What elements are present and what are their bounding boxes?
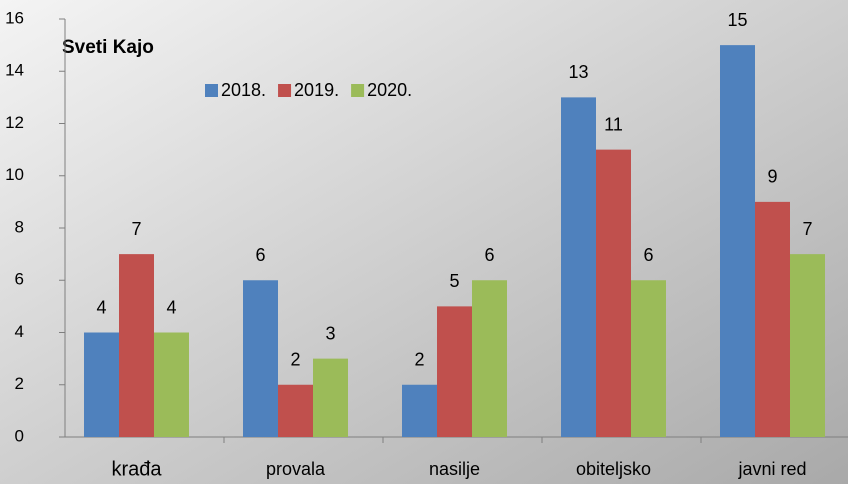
value-label: 6 <box>255 245 265 265</box>
y-tick-label: 10 <box>5 165 24 184</box>
y-tick-label: 12 <box>5 113 24 132</box>
legend-swatch <box>351 84 365 97</box>
value-label: 13 <box>568 62 588 82</box>
y-tick-label: 2 <box>15 374 24 393</box>
x-tick-label: provala <box>266 459 326 479</box>
bar <box>437 306 472 437</box>
value-label: 9 <box>767 167 777 187</box>
bar <box>119 254 154 437</box>
bar <box>154 332 189 437</box>
value-label: 6 <box>484 245 494 265</box>
legend-swatch <box>205 84 218 97</box>
value-label: 15 <box>727 10 747 30</box>
value-label: 6 <box>643 245 653 265</box>
bar <box>755 201 790 437</box>
chart-title: Sveti Kajo <box>62 37 154 58</box>
legend-label: 2020. <box>367 80 412 100</box>
legend-label: 2019. <box>294 80 339 100</box>
bar <box>631 280 666 437</box>
y-tick-label: 4 <box>15 322 24 341</box>
y-tick-label: 14 <box>5 61 24 80</box>
value-label: 2 <box>414 350 424 370</box>
value-label: 7 <box>131 219 141 239</box>
value-label: 4 <box>96 297 106 317</box>
y-tick-label: 6 <box>15 270 24 289</box>
y-tick-label: 8 <box>15 217 24 236</box>
bar <box>720 45 755 437</box>
x-tick-label: krađa <box>111 458 162 480</box>
bar <box>790 254 825 437</box>
value-label: 5 <box>449 271 459 291</box>
legend-swatch <box>278 84 292 97</box>
y-tick-label: 0 <box>15 426 24 445</box>
bar <box>472 280 507 437</box>
bar <box>402 384 437 437</box>
bar <box>561 97 596 437</box>
x-tick-label: javni red <box>737 459 806 479</box>
bar <box>596 149 631 437</box>
y-tick-label: 16 <box>5 8 24 27</box>
bar <box>313 358 348 437</box>
bar <box>84 332 119 437</box>
value-label: 3 <box>325 323 335 343</box>
value-label: 4 <box>166 297 176 317</box>
x-tick-label: nasilje <box>429 459 480 479</box>
value-label: 2 <box>290 350 300 370</box>
bar <box>243 280 278 437</box>
value-label: 7 <box>802 219 812 239</box>
legend-label: 2018. <box>221 80 266 100</box>
value-label: 11 <box>604 114 623 134</box>
x-tick-label: obiteljsko <box>576 459 651 479</box>
bar <box>278 384 313 437</box>
